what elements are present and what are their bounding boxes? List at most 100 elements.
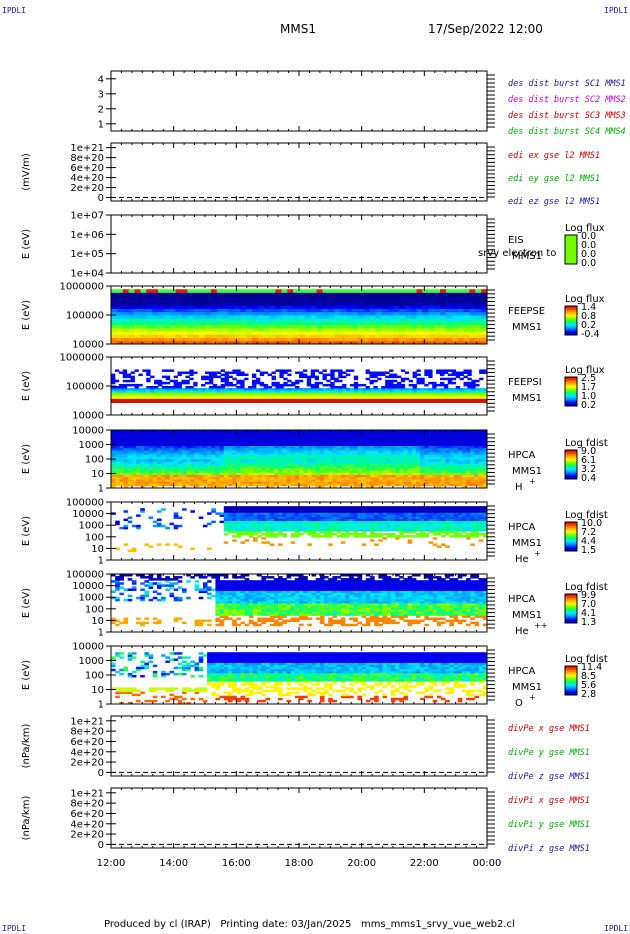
- spectrogram-cell: [340, 465, 346, 469]
- spectrogram-cell: [370, 436, 375, 440]
- spectrogram-cell: [466, 479, 471, 482]
- spectrogram-cell: [453, 467, 459, 471]
- spectrogram-cell: [382, 441, 388, 444]
- spectrogram-cell: [299, 289, 306, 293]
- spectrogram-cell: [177, 398, 182, 401]
- spectrogram-cell: [370, 459, 375, 462]
- spectrogram-cell: [304, 324, 312, 329]
- spectrogram-cell: [299, 481, 304, 484]
- spectrogram-cell: [287, 315, 294, 319]
- spectrogram-cell: [210, 324, 218, 329]
- spectrogram-cell: [248, 394, 253, 397]
- spectrogram-cell: [279, 398, 284, 401]
- spectrogram-cell: [299, 398, 304, 401]
- spectrogram-cell: [302, 394, 308, 397]
- spectrogram-cell: [193, 298, 200, 303]
- spectrogram-cell: [232, 461, 237, 464]
- spectrogram-cell: [187, 311, 194, 316]
- spectrogram-cell: [351, 327, 359, 332]
- spectrogram-cell: [194, 479, 200, 482]
- spectrogram-cell: [412, 394, 417, 397]
- spectrogram-cell: [353, 396, 359, 399]
- spectrogram-cell: [369, 381, 374, 385]
- spectrogram-cell: [319, 445, 325, 449]
- spectrogram-cell: [324, 474, 329, 478]
- spectrogram-cell: [269, 474, 275, 478]
- spectrogram-cell: [461, 450, 467, 453]
- spectrogram-cell: [447, 400, 453, 403]
- spectrogram-cell: [215, 438, 221, 442]
- spectrogram-cell: [461, 470, 467, 473]
- spectrogram-cell: [114, 392, 120, 395]
- spectrogram-cell: [263, 289, 271, 293]
- spectrogram-cell: [165, 483, 170, 487]
- spectrogram-cell: [351, 324, 359, 329]
- spectrogram-cell: [307, 461, 312, 464]
- spectrogram-cell: [475, 289, 482, 293]
- spectrogram-cell: [111, 438, 116, 442]
- spectrogram-cell: [278, 479, 283, 482]
- spectrogram-cell: [407, 443, 413, 447]
- spectrogram-cell: [386, 454, 392, 458]
- spectrogram-cell: [449, 522, 454, 526]
- spectrogram-cell: [282, 441, 287, 444]
- spectrogram-cell: [344, 432, 350, 435]
- spectrogram-cell: [349, 450, 354, 453]
- spectrogram-cell: [481, 295, 488, 300]
- spectrogram-cell: [303, 430, 308, 433]
- spectrogram-cell: [440, 305, 447, 309]
- spectrogram-cell: [445, 305, 453, 309]
- spectrogram-cell: [299, 295, 306, 300]
- spectrogram-cell: [415, 443, 421, 447]
- spectrogram-cell: [334, 396, 339, 399]
- spectrogram-cell: [122, 315, 130, 319]
- spectrogram-cell: [386, 461, 392, 464]
- spectrogram-cell: [415, 432, 421, 435]
- spectrogram-cell: [123, 485, 129, 489]
- spectrogram-cell: [322, 289, 329, 293]
- spectrogram-cell: [263, 390, 269, 393]
- spectrogram-cell: [361, 526, 367, 530]
- spectrogram-cell: [282, 472, 287, 476]
- spectrogram-cell: [165, 476, 170, 480]
- spectrogram-cell: [198, 459, 204, 462]
- spectrogram-cell: [424, 452, 429, 455]
- spectrogram-cell: [463, 340, 470, 345]
- spectrogram-cell: [361, 400, 366, 403]
- spectrogram-cell: [228, 327, 235, 332]
- spectrogram-cell: [187, 331, 194, 335]
- spectrogram-cell: [316, 311, 323, 316]
- spectrogram-cell: [193, 327, 200, 332]
- spectrogram-cell: [365, 438, 371, 442]
- spectrogram-cell: [475, 392, 480, 395]
- spectrogram-cell: [263, 337, 271, 342]
- spectrogram-cell: [114, 400, 120, 403]
- spectrogram-cell: [186, 438, 191, 442]
- spectrogram-cell: [128, 337, 135, 342]
- spectrogram-cell: [228, 383, 233, 387]
- spectrogram-cell: [126, 390, 131, 393]
- spectrogram-cell: [470, 483, 475, 487]
- spectrogram-cell: [182, 456, 187, 460]
- spectrogram-cell: [244, 474, 250, 478]
- spectrogram-cell: [307, 524, 312, 528]
- spectrogram-cell: [387, 315, 394, 319]
- spectrogram-cell: [122, 340, 130, 345]
- spectrogram-cell: [398, 337, 406, 342]
- spectrogram-cell: [315, 459, 321, 462]
- spectrogram-cell: [273, 456, 279, 460]
- spectrogram-cell: [259, 373, 265, 377]
- spectrogram-cell: [403, 445, 409, 449]
- spectrogram-cell: [177, 392, 182, 395]
- spectrogram-cell: [211, 474, 216, 478]
- spectrogram-cell: [142, 392, 147, 395]
- spectrogram-cell: [424, 465, 429, 469]
- spectrogram-cell: [193, 321, 200, 326]
- spectrogram-cell: [478, 463, 484, 467]
- spectrogram-cell: [140, 308, 147, 313]
- spectrogram-cell: [424, 438, 429, 442]
- spectrogram-cell: [370, 483, 375, 487]
- spectrogram-cell: [291, 392, 296, 395]
- spectrogram-cell: [316, 327, 323, 332]
- spectrogram-cell: [257, 292, 265, 297]
